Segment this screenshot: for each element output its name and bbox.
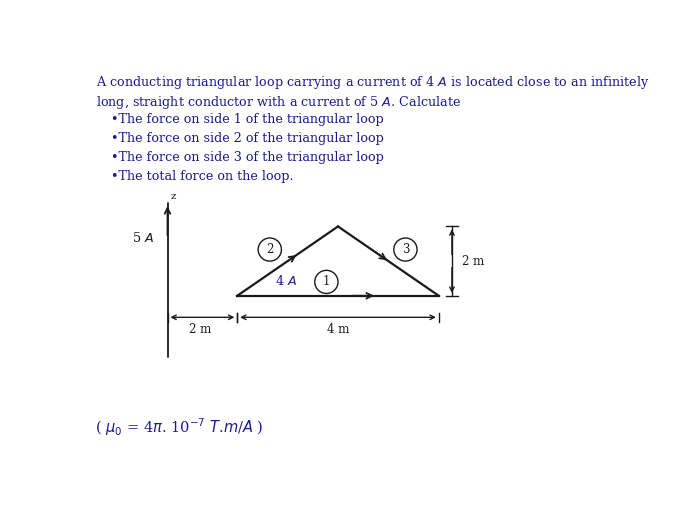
Text: •The force on side 3 of the triangular loop: •The force on side 3 of the triangular l… [111,151,384,164]
Text: ( $\mu_0$ = 4$\pi$. 10$^{-7}$ $T$.$m$/$A$ ): ( $\mu_0$ = 4$\pi$. 10$^{-7}$ $T$.$m$/$A… [95,416,264,438]
Text: 4 m: 4 m [327,323,349,336]
Text: 2 m: 2 m [189,323,211,336]
Text: •The force on side 2 of the triangular loop: •The force on side 2 of the triangular l… [111,132,384,145]
Text: 3: 3 [402,243,409,256]
Circle shape [315,270,338,293]
Text: long, straight conductor with a current of 5 $\mathit{A}$. Calculate: long, straight conductor with a current … [96,94,462,111]
Text: 2: 2 [266,243,274,256]
Text: 2 m: 2 m [462,254,484,268]
Text: 1: 1 [322,276,330,288]
Text: •The total force on the loop.: •The total force on the loop. [111,170,294,183]
Circle shape [258,238,281,261]
Text: 5 $\mathit{A}$: 5 $\mathit{A}$ [132,231,154,245]
Text: z: z [171,192,176,201]
Text: 4 $\mathit{A}$: 4 $\mathit{A}$ [275,274,297,288]
Text: A conducting triangular loop carrying a current of 4 $\mathit{A}$ is located clo: A conducting triangular loop carrying a … [96,74,650,91]
Circle shape [394,238,417,261]
Text: •The force on side 1 of the triangular loop: •The force on side 1 of the triangular l… [111,113,384,126]
